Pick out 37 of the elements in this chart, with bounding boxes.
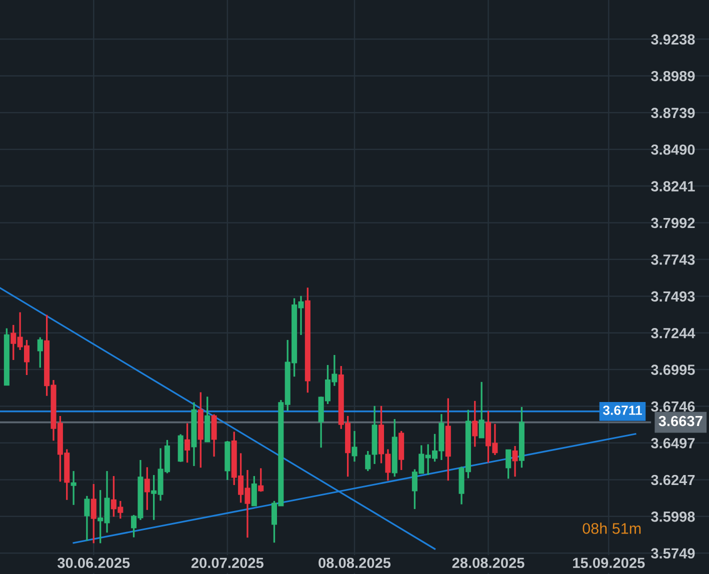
candlestick xyxy=(184,422,190,464)
candlestick xyxy=(258,467,264,492)
y-tick-label: 3.5998 xyxy=(651,512,695,522)
candlestick xyxy=(472,400,478,448)
annotation: 08h 51m xyxy=(582,522,641,534)
y-tick-label: 3.6746 xyxy=(651,401,695,412)
candlestick xyxy=(70,470,76,506)
y-tick-label: 3.9238 xyxy=(651,34,695,45)
y-tick-label: 3.8241 xyxy=(651,181,695,192)
x-tick-label: 28.08.2025 xyxy=(452,558,524,568)
y-tick-label: 3.7493 xyxy=(651,291,695,302)
candlestick xyxy=(506,449,512,480)
ref-line-label: 3.6711 xyxy=(602,406,642,415)
candlestick xyxy=(37,336,43,368)
ref-line-label: 3.6637 xyxy=(658,416,702,426)
candlestick xyxy=(211,414,217,458)
candlestick xyxy=(512,445,518,478)
candlestick xyxy=(144,466,150,511)
x-tick-label: 20.07.2025 xyxy=(191,558,264,568)
y-tick-label: 3.8739 xyxy=(651,108,695,118)
candlestick xyxy=(90,483,96,544)
x-tick-label: 15.09.2025 xyxy=(573,558,645,568)
y-tick-label: 3.7244 xyxy=(651,328,696,338)
y-tick-label: 3.6995 xyxy=(651,364,695,376)
y-tick-label: 3.7992 xyxy=(651,218,695,228)
y-tick-label: 3.8989 xyxy=(651,70,695,82)
x-tick-label: 08.08.2025 xyxy=(318,558,391,568)
y-tick-label: 3.7743 xyxy=(651,254,695,265)
candlestick xyxy=(84,495,90,542)
y-tick-label: 3.6497 xyxy=(651,438,695,448)
y-tick-label: 3.6247 xyxy=(651,474,695,486)
candlestick xyxy=(251,475,257,506)
y-tick-label: 3.5749 xyxy=(651,548,695,559)
candlestick xyxy=(478,381,484,439)
candlestick xyxy=(352,430,358,462)
y-tick-label: 3.8490 xyxy=(651,144,695,155)
x-tick-label: 30.06.2025 xyxy=(57,558,130,568)
